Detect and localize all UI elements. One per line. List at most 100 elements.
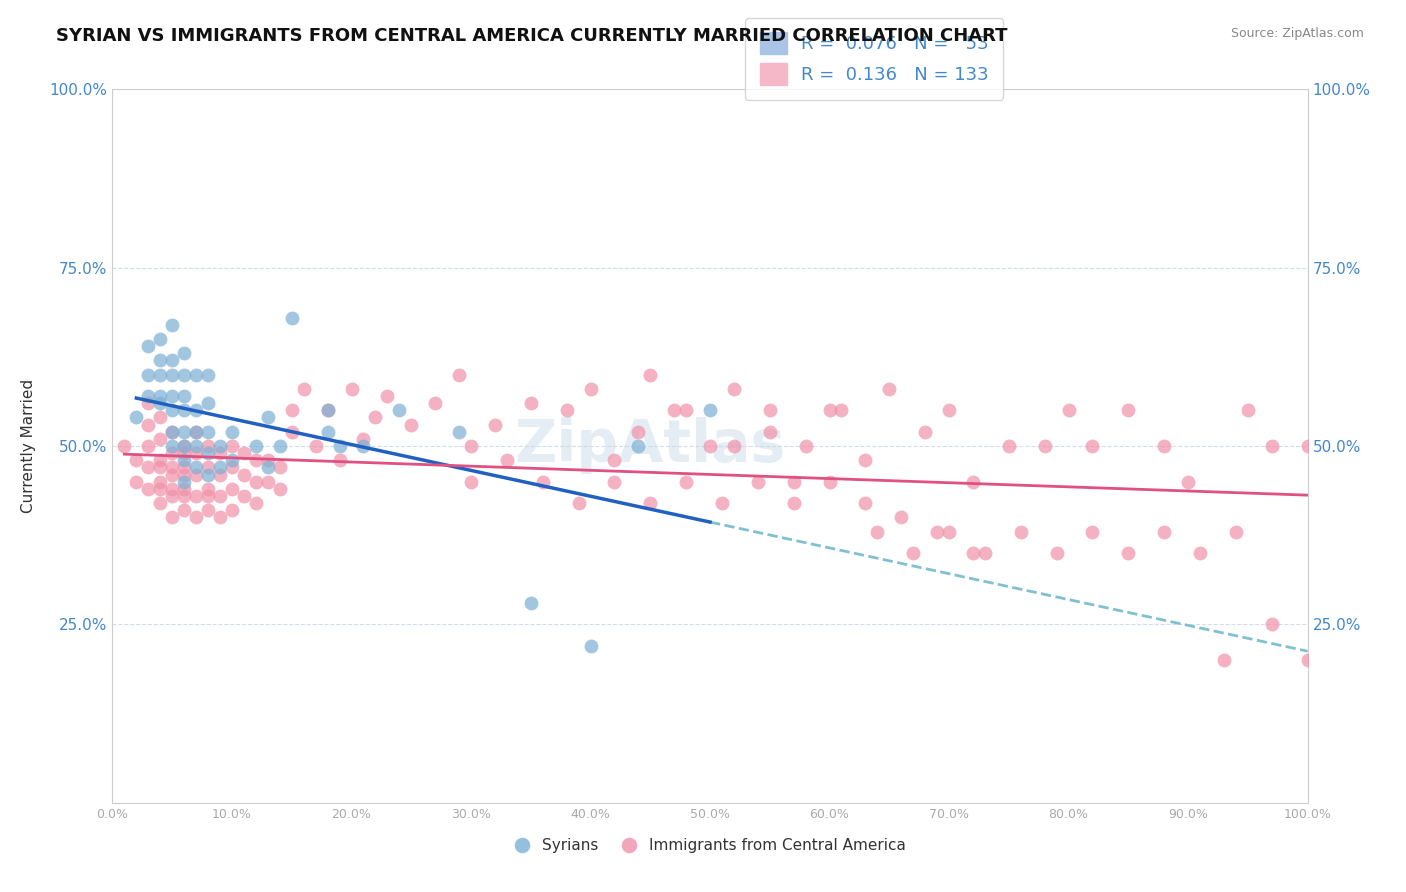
Point xyxy=(173,467,195,482)
Point xyxy=(352,432,374,446)
Point xyxy=(782,475,804,489)
Point xyxy=(711,496,734,510)
Point xyxy=(149,368,172,382)
Point xyxy=(1177,475,1199,489)
Point xyxy=(269,439,291,453)
Point xyxy=(329,439,352,453)
Point xyxy=(162,368,183,382)
Point xyxy=(603,475,626,489)
Point xyxy=(484,417,506,432)
Point xyxy=(209,460,232,475)
Point xyxy=(233,446,256,460)
Point xyxy=(388,403,411,417)
Point xyxy=(221,425,243,439)
Point xyxy=(340,382,363,396)
Point xyxy=(173,389,195,403)
Point xyxy=(1057,403,1080,417)
Point xyxy=(186,460,208,475)
Point xyxy=(974,546,997,560)
Text: SYRIAN VS IMMIGRANTS FROM CENTRAL AMERICA CURRENTLY MARRIED CORRELATION CHART: SYRIAN VS IMMIGRANTS FROM CENTRAL AMERIC… xyxy=(56,27,1008,45)
Point xyxy=(245,453,267,467)
Point xyxy=(281,310,304,325)
Point xyxy=(197,425,219,439)
Point xyxy=(460,475,482,489)
Point xyxy=(138,417,160,432)
Point xyxy=(149,332,172,346)
Point xyxy=(186,446,208,460)
Point xyxy=(1033,439,1056,453)
Point xyxy=(747,475,769,489)
Point xyxy=(138,368,160,382)
Point xyxy=(627,439,650,453)
Point xyxy=(162,467,183,482)
Point xyxy=(209,489,232,503)
Point xyxy=(221,503,243,517)
Point xyxy=(221,439,243,453)
Point xyxy=(316,403,339,417)
Point xyxy=(162,439,183,453)
Point xyxy=(173,425,195,439)
Point xyxy=(162,482,183,496)
Point xyxy=(316,403,339,417)
Point xyxy=(782,496,804,510)
Point xyxy=(209,510,232,524)
Point xyxy=(855,453,877,467)
Point xyxy=(460,439,482,453)
Point xyxy=(162,425,183,439)
Point xyxy=(162,446,183,460)
Point xyxy=(879,382,901,396)
Point xyxy=(138,389,160,403)
Point xyxy=(186,425,208,439)
Point xyxy=(209,446,232,460)
Point xyxy=(257,453,280,467)
Point xyxy=(197,446,219,460)
Point xyxy=(329,453,352,467)
Point xyxy=(281,425,304,439)
Point xyxy=(914,425,936,439)
Point xyxy=(364,410,387,425)
Point xyxy=(173,503,195,517)
Point xyxy=(759,425,782,439)
Point xyxy=(903,546,925,560)
Point xyxy=(496,453,519,467)
Point xyxy=(1261,617,1284,632)
Point xyxy=(855,496,877,510)
Point xyxy=(173,482,195,496)
Point xyxy=(520,396,543,410)
Point xyxy=(125,453,148,467)
Point xyxy=(233,489,256,503)
Point xyxy=(149,453,172,467)
Point xyxy=(998,439,1021,453)
Point xyxy=(209,439,232,453)
Point xyxy=(149,482,172,496)
Point xyxy=(149,389,172,403)
Point xyxy=(173,439,195,453)
Point xyxy=(245,439,267,453)
Point xyxy=(173,439,195,453)
Point xyxy=(173,460,195,475)
Point xyxy=(352,439,374,453)
Point xyxy=(269,460,291,475)
Point xyxy=(197,460,219,475)
Point xyxy=(162,403,183,417)
Point xyxy=(579,639,602,653)
Point xyxy=(221,460,243,475)
Point xyxy=(603,453,626,467)
Point xyxy=(257,460,280,475)
Point xyxy=(1046,546,1069,560)
Point xyxy=(186,403,208,417)
Point xyxy=(1010,524,1032,539)
Point xyxy=(149,396,172,410)
Point xyxy=(173,346,195,360)
Point xyxy=(794,439,817,453)
Point xyxy=(149,432,172,446)
Point xyxy=(890,510,912,524)
Point xyxy=(292,382,315,396)
Point xyxy=(173,475,195,489)
Point xyxy=(1153,524,1175,539)
Point xyxy=(245,496,267,510)
Point xyxy=(186,368,208,382)
Point xyxy=(173,489,195,503)
Point xyxy=(447,425,470,439)
Point xyxy=(245,475,267,489)
